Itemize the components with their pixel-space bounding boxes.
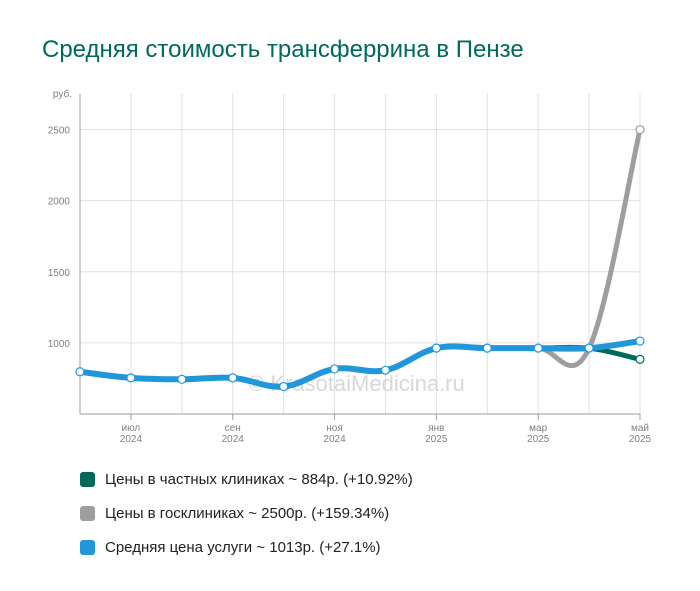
x-tick-label-month: мар bbox=[529, 423, 547, 434]
y-tick-label: 1500 bbox=[48, 268, 71, 279]
data-point-end-3 bbox=[635, 336, 645, 346]
x-tick-label-month: июл bbox=[122, 423, 141, 434]
legend-item[interactable]: Цены в госклиниках ~ 2500р. (+159.34%) bbox=[80, 496, 413, 530]
legend-swatch bbox=[80, 471, 95, 487]
x-tick-label-year: 2025 bbox=[629, 434, 652, 445]
chart-title: Средняя стоимость трансферрина в Пензе bbox=[42, 36, 524, 63]
data-point-end-2 bbox=[635, 124, 645, 135]
x-tick-label-month: янв bbox=[428, 423, 444, 434]
legend-item[interactable]: Средняя цена услуги ~ 1013р. (+27.1%) bbox=[80, 530, 413, 564]
legend-label: Цены в госклиниках ~ 2500р. (+159.34%) bbox=[105, 504, 390, 522]
y-tick-label: 2500 bbox=[48, 126, 71, 137]
data-point bbox=[329, 364, 340, 374]
chart-series bbox=[77, 127, 643, 390]
chart-axes: 1000150020002500руб.июл2024сен2024ноя202… bbox=[48, 88, 652, 445]
y-tick-label: 2000 bbox=[48, 197, 71, 208]
data-point-end-1 bbox=[635, 354, 645, 364]
legend-swatch bbox=[80, 505, 95, 521]
chart-points bbox=[75, 124, 645, 392]
data-point bbox=[584, 343, 594, 353]
y-tick-label: 1000 bbox=[48, 339, 71, 350]
data-point bbox=[431, 343, 441, 353]
legend-label: Средняя цена услуги ~ 1013р. (+27.1%) bbox=[105, 538, 381, 556]
x-tick-label-month: сен bbox=[225, 423, 241, 434]
chart-plot: © KrasotaiMedicina.ru 1000150020002500ру… bbox=[48, 88, 652, 445]
data-point bbox=[228, 373, 238, 383]
x-tick-label-year: 2025 bbox=[425, 434, 448, 445]
chart-grid bbox=[79, 94, 641, 414]
data-point bbox=[533, 343, 543, 353]
data-point bbox=[75, 367, 85, 377]
chart-legend: Цены в частных клиниках ~ 884р. (+10.92%… bbox=[80, 462, 413, 564]
x-tick-label-year: 2024 bbox=[323, 434, 346, 445]
data-point bbox=[126, 373, 136, 383]
x-tick-label-year: 2024 bbox=[222, 434, 245, 445]
y-axis-unit: руб. bbox=[53, 88, 72, 100]
x-tick-label-year: 2024 bbox=[120, 434, 143, 445]
data-point bbox=[279, 381, 289, 392]
legend-swatch bbox=[80, 539, 95, 555]
legend-item[interactable]: Цены в частных клиниках ~ 884р. (+10.92%… bbox=[80, 462, 413, 496]
x-tick-label-year: 2025 bbox=[527, 434, 550, 445]
data-point bbox=[177, 374, 187, 384]
legend-label: Цены в частных клиниках ~ 884р. (+10.92%… bbox=[105, 470, 413, 488]
x-tick-label-month: ноя bbox=[326, 423, 343, 434]
data-point bbox=[380, 365, 391, 375]
data-point bbox=[482, 343, 492, 353]
x-tick-label-month: май bbox=[631, 423, 649, 434]
